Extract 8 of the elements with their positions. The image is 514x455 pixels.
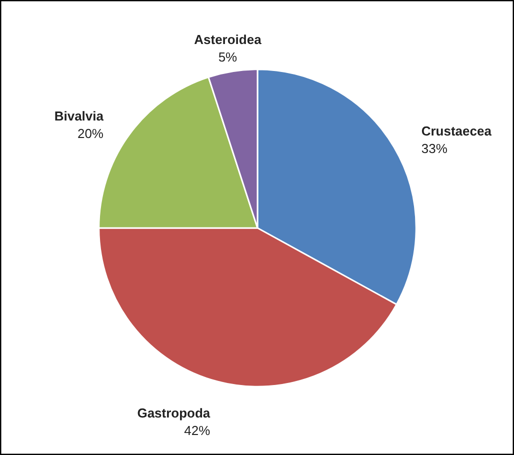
data-label: 42% bbox=[184, 422, 211, 438]
data-label: 33% bbox=[421, 140, 448, 156]
data-label: 20% bbox=[77, 126, 104, 141]
slice-label: Asteroidea bbox=[194, 32, 262, 47]
slice-label: Bivalvia bbox=[54, 108, 104, 124]
slice-label: Crustaecea bbox=[421, 123, 492, 138]
slice-label: Gastropoda bbox=[137, 405, 211, 420]
data-label: 5% bbox=[218, 49, 238, 64]
